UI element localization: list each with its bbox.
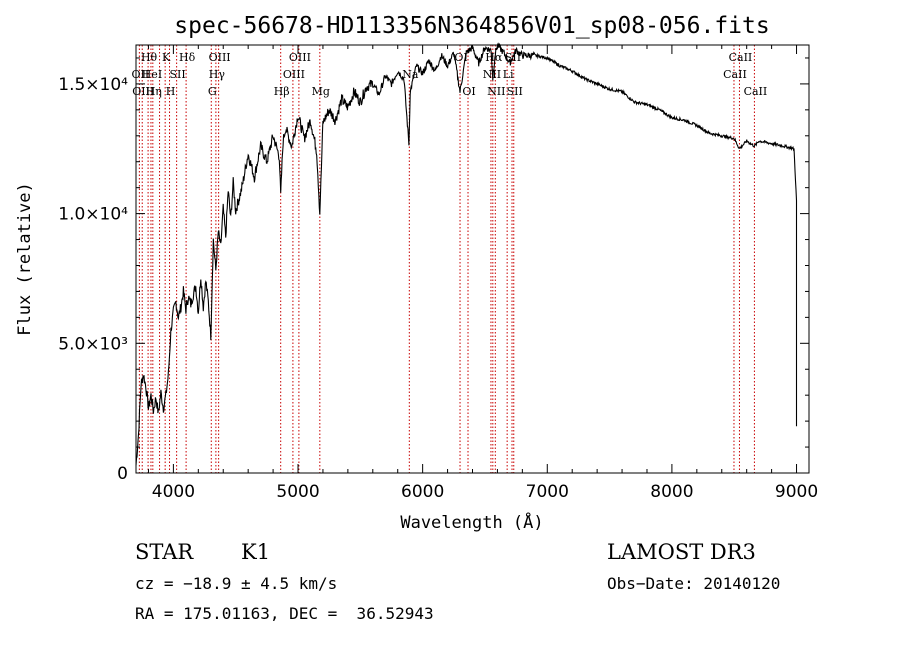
x-tick-label: 7000 <box>526 482 569 502</box>
spectral-line-labels: OIIOIIIHθHeIHηKHSIIHδGHγOIIIHβOIIIOIIIMg… <box>132 51 768 98</box>
line-label: NII <box>483 68 501 81</box>
line-label: K <box>162 51 171 64</box>
x-tick-label: 6000 <box>401 482 444 502</box>
line-label: CaII <box>744 85 768 98</box>
coordinates: RA = 175.01163, DEC = 36.52943 <box>135 604 434 623</box>
line-label: NII <box>487 85 505 98</box>
line-label: Mg <box>312 85 330 98</box>
x-tick-label: 4000 <box>152 482 195 502</box>
line-label: HeI <box>142 68 162 81</box>
chart-title: spec-56678-HD113356N364856V01_sp08-056.f… <box>174 13 769 39</box>
spectral-line-markers <box>138 45 755 473</box>
line-label: SII <box>507 85 523 98</box>
x-tick-label: 8000 <box>650 482 693 502</box>
line-label: OIII <box>289 51 311 64</box>
line-label: Hθ <box>141 51 158 64</box>
x-axis: 4000 5000 6000 7000 8000 9000 <box>147 45 818 502</box>
line-label: CaII <box>729 51 753 64</box>
x-axis-label: Wavelength (Å) <box>400 511 543 533</box>
y-tick-label: 1.0×10⁴ <box>58 205 128 225</box>
line-label: CaII <box>723 68 747 81</box>
line-label: Hη <box>146 85 162 98</box>
redshift-cz: cz = −18.9 ± 4.5 km/s <box>135 574 338 593</box>
line-label: SII <box>170 68 186 81</box>
line-label: G <box>208 85 217 98</box>
line-label: OI <box>462 85 475 98</box>
line-label: Hδ <box>179 51 196 64</box>
y-tick-label: 5.0×10³ <box>58 334 128 354</box>
line-label: Hβ <box>274 85 290 98</box>
y-axis-label: Flux (relative) <box>15 182 35 336</box>
line-label: Li <box>503 68 514 81</box>
object-class: STAR <box>135 540 194 564</box>
line-label: OIII <box>132 85 154 98</box>
x-tick-label: 5000 <box>276 482 319 502</box>
survey-name: LAMOST DR3 <box>607 540 756 564</box>
line-label: Hγ <box>209 68 226 81</box>
line-label: OIII <box>209 51 231 64</box>
line-label: OIII <box>283 68 305 81</box>
spectrum-series <box>135 42 798 466</box>
y-tick-label: 0 <box>117 464 128 484</box>
plot-frame <box>135 44 810 474</box>
observation-date: Obs−Date: 20140120 <box>607 574 781 593</box>
line-label: Hα <box>485 51 503 64</box>
object-subclass: K1 <box>241 540 271 564</box>
x-tick-label: 9000 <box>775 482 818 502</box>
line-label: H <box>166 85 176 98</box>
y-tick-label: 1.5×10⁴ <box>58 75 128 95</box>
line-label: Na <box>402 68 419 81</box>
y-axis: 0 5.0×10³ 1.0×10⁴ 1.5×10⁴ <box>58 57 809 484</box>
